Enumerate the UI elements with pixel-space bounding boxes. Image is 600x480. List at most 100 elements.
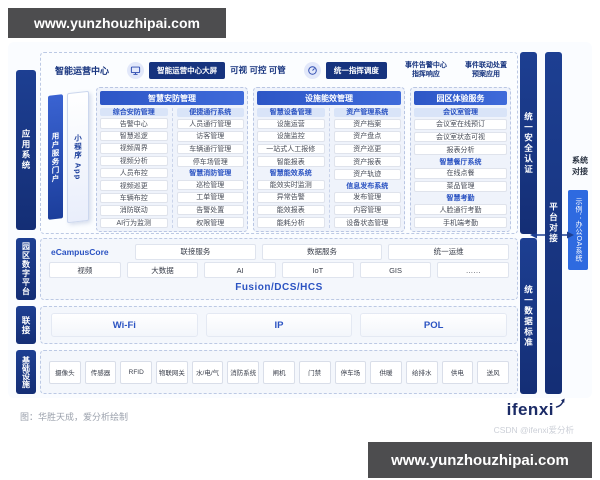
capability-box: …… bbox=[437, 262, 510, 279]
app-function-cell: 发布管理 bbox=[333, 192, 402, 203]
app-function-cell: AI行为监测 bbox=[100, 217, 168, 229]
app-function-cell: 会议室在线预订 bbox=[414, 118, 507, 130]
app-function-cell: 巡检管理 bbox=[176, 179, 245, 191]
region-infrastructure: 摄像头 传感器 RFID 物联网关 水/电/气 消防系统 闸机 门禁 停车场 供暖 给排水 供电 送风 bbox=[40, 350, 518, 394]
infra-device-box: RFID bbox=[120, 360, 153, 384]
platform-capabilities-row: 视频 大数据 AI IoT GIS …… bbox=[49, 262, 510, 279]
subcolumn-facility-2: 资产管理系统 资产档案 资产盘点 资产巡更 资产报表 资产轨迹 信息发布系统 发布管理 内容管理… bbox=[328, 108, 402, 228]
subcolumn-experience-1: 会议室管理 会议室在线预订 会议室状态可视 报表分析 智慧餐厅系统 在线点餐 菜品管理 智慧考… bbox=[414, 108, 507, 228]
app-function-cell: 会议室管理 bbox=[414, 108, 507, 117]
capability-box: IoT bbox=[282, 262, 354, 279]
column-campus-experience: 园区体验服务 会议室管理 会议室在线预订 会议室状态可视 报表分析 智慧餐厅系统 在线点餐… bbox=[410, 87, 511, 232]
user-portal-group: 用户服务门户 小程序 App bbox=[47, 87, 91, 232]
column-facility-efficiency: 设施能效管理 智慧设备管理 设施运营 设施监控 一站式人工报修 智能报表 智慧能效系统 能效… bbox=[253, 87, 406, 232]
ioc-header: 智能运营中心 智能运营中心大屏 可视 可控 可管 bbox=[41, 53, 517, 84]
bar-platform-connect: 平台对接 bbox=[545, 52, 562, 394]
label-connection: 联接 bbox=[16, 306, 36, 344]
csdn-watermark: CSDN @ifenxi爱分析 bbox=[493, 425, 574, 435]
app-function-cell: 智慧设备管理 bbox=[257, 108, 325, 117]
column-title-experience: 园区体验服务 bbox=[414, 91, 507, 105]
event-alert-line1: 事件告警中心 bbox=[404, 61, 447, 69]
ioc-title: 智能运营中心 bbox=[55, 65, 110, 76]
watermark-bottom: www.yunzhouzhipai.com bbox=[368, 442, 592, 478]
figure-caption: 图：华胜天成，爱分析绘制 bbox=[20, 412, 129, 422]
system-connect-line1: 系统 bbox=[572, 156, 588, 165]
app-function-cell: 资产档案 bbox=[333, 118, 402, 130]
mini-app-panel: 小程序 App bbox=[67, 90, 89, 224]
app-function-cell: 智慧考勤 bbox=[446, 194, 475, 202]
app-function-cell: 资产巡更 bbox=[333, 143, 402, 155]
app-function-cell: 会议室状态可视 bbox=[414, 131, 507, 143]
platform-service-box: 联接服务 bbox=[135, 243, 256, 260]
capability-box: 视频 bbox=[49, 262, 121, 279]
app-function-cell: 停车场管理 bbox=[176, 156, 245, 167]
column-title-facility: 设施能效管理 bbox=[257, 91, 402, 105]
app-function-cell: 视频周界 bbox=[100, 143, 168, 154]
app-function-cell: 人脸通行考勤 bbox=[414, 204, 507, 216]
event-linkage-line2: 预案应用 bbox=[472, 71, 500, 78]
app-function-cell: 车辆布控 bbox=[100, 192, 168, 204]
platform-services-list: 联接服务 数据服务 统一运维 bbox=[135, 243, 510, 260]
connection-box: POL bbox=[360, 313, 508, 337]
subcolumn-facility-1: 智慧设备管理 设施运营 设施监控 一站式人工报修 智能报表 智慧能效系统 能效实时监测 异常告… bbox=[257, 108, 325, 228]
column-smart-security: 智慧安防管理 综合安防管理 告警中心 智慧巡逻 视频周界 视频分析 人员布控 视频巡更 车辆布… bbox=[96, 87, 249, 232]
capability-box: GIS bbox=[359, 262, 432, 279]
app-function-cell: 智慧餐厅系统 bbox=[439, 158, 482, 166]
connection-box: IP bbox=[205, 313, 353, 337]
app-function-cell: 一站式人工报修 bbox=[257, 143, 325, 155]
app-function-cell: 手机端考勤 bbox=[414, 217, 507, 228]
capability-box: 大数据 bbox=[126, 262, 199, 279]
watermark-bottom-text: www.yunzhouzhipai.com bbox=[391, 451, 569, 469]
app-function-cell: 智慧巡逻 bbox=[100, 130, 168, 142]
app-function-cell: 智慧消防管理 bbox=[189, 170, 232, 178]
column-title-security: 智慧安防管理 bbox=[100, 91, 245, 105]
bar-unified-data-standard: 统一数据标准 bbox=[520, 238, 537, 394]
infra-device-box: 摄像头 bbox=[49, 360, 81, 384]
ioc-screen-button: 智能运营中心大屏 bbox=[149, 61, 226, 79]
region-connection: Wi-Fi IP POL bbox=[40, 306, 518, 344]
ifenxi-logo: ifenxi bbox=[507, 398, 566, 420]
infra-device-box: 物联网关 bbox=[156, 360, 188, 384]
app-function-cell: 资产轨迹 bbox=[333, 168, 402, 180]
system-connect-label: 系统 对接 bbox=[564, 156, 596, 178]
ioc-dispatch-button: 统一指挥调度 bbox=[325, 61, 387, 79]
infra-device-box: 门禁 bbox=[298, 360, 331, 384]
app-function-cell: 设施监控 bbox=[257, 131, 325, 142]
infra-device-box: 闸机 bbox=[263, 360, 295, 384]
event-alert-line2: 指挥响应 bbox=[411, 71, 440, 78]
app-function-cell: 视频分析 bbox=[100, 155, 168, 167]
infra-device-box: 停车场 bbox=[334, 360, 367, 384]
platform-service-box: 数据服务 bbox=[261, 243, 383, 260]
system-connect-line2: 对接 bbox=[572, 166, 588, 176]
app-function-cell: 设施运营 bbox=[257, 118, 325, 130]
app-function-cell: 能耗分析 bbox=[257, 217, 325, 228]
watermark-top-text: www.yunzhouzhipai.com bbox=[34, 15, 200, 31]
app-function-cell: 设备状态管理 bbox=[333, 217, 402, 228]
label-infrastructure: 基础设施 bbox=[16, 350, 36, 394]
region-campus-platform: eCampusCore 联接服务 数据服务 统一运维 视频 大数据 AI IoT GIS ……… bbox=[40, 238, 518, 300]
platform-service-box: 统一运维 bbox=[388, 243, 510, 260]
monitor-icon bbox=[127, 61, 145, 79]
bar-unified-security-auth: 统一安全认证 bbox=[520, 52, 537, 234]
event-alert-text: 事件告警中心 指挥响应 bbox=[405, 61, 447, 79]
app-function-cell: 告警处置 bbox=[176, 204, 245, 216]
capability-box: AI bbox=[204, 262, 277, 279]
app-function-cell: 菜品管理 bbox=[414, 180, 507, 192]
ioc-slogan: 可视 可控 可管 bbox=[230, 65, 286, 75]
ecampus-core-label: eCampusCore bbox=[51, 246, 109, 257]
app-function-cell: 资产管理系统 bbox=[333, 108, 402, 117]
app-function-cell: 视频巡更 bbox=[100, 180, 168, 191]
app-function-cell: 智能报表 bbox=[257, 156, 325, 167]
infra-device-box: 给排水 bbox=[405, 360, 438, 384]
subcolumn-security-1: 综合安防管理 告警中心 智慧巡逻 视频周界 视频分析 人员布控 视频巡更 车辆布控 消防联动 AI… bbox=[100, 108, 168, 229]
gauge-icon bbox=[303, 61, 321, 79]
infra-device-box: 送风 bbox=[477, 360, 509, 384]
app-function-cell: 消防联动 bbox=[100, 205, 168, 216]
app-function-cell: 工单管理 bbox=[176, 192, 245, 203]
infra-device-box: 水/电/气 bbox=[191, 360, 224, 384]
example-oa-system-box: 示例：办公OA系统 bbox=[568, 190, 588, 270]
infra-device-box: 传感器 bbox=[84, 360, 117, 384]
subcolumn-security-2: 便捷通行系统 人员通行管理 访客管理 车辆通行管理 停车场管理 智慧消防管理 巡检管理 工单管… bbox=[171, 108, 245, 228]
app-function-cell: 在线点餐 bbox=[414, 167, 507, 179]
watermark-top: www.yunzhouzhipai.com bbox=[8, 8, 226, 38]
